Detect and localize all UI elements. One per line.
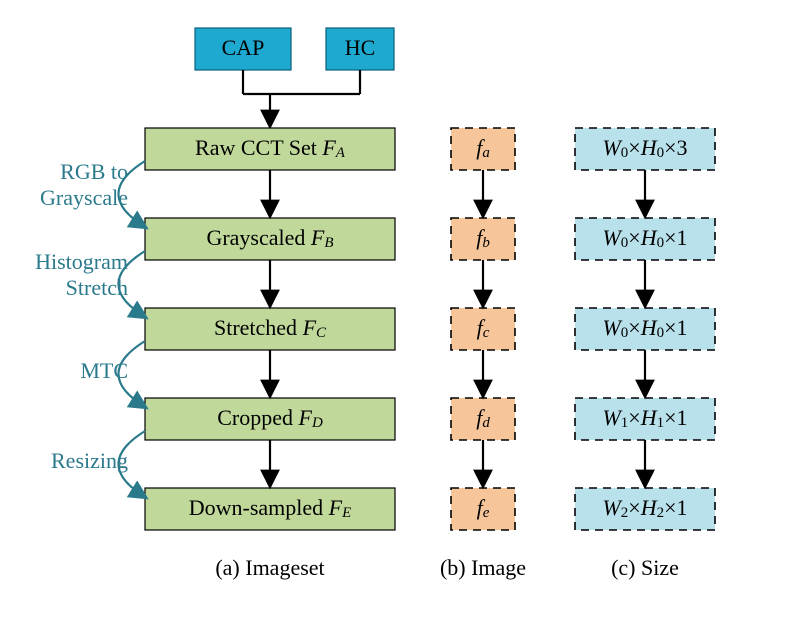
imageset-box-D-label: Cropped FD: [217, 405, 323, 431]
side-label-hist-line0: Histogram: [35, 249, 128, 274]
imageset-box-D: Cropped FD: [145, 398, 395, 440]
caption-capB: (b) Image: [440, 555, 526, 580]
image-box-e: fe: [451, 488, 515, 530]
size-box-s0-label: W0×H0×3: [602, 135, 687, 161]
caption-capA: (a) Imageset: [215, 555, 324, 580]
size-box-s0: W0×H0×3: [575, 128, 715, 170]
size-box-s2: W0×H0×1: [575, 308, 715, 350]
side-label-mtc-line0: MTC: [80, 358, 128, 383]
imageset-box-E-label: Down-sampled FE: [189, 495, 352, 521]
top-box-hc: HC: [326, 28, 394, 70]
imageset-box-A: Raw CCT Set FA: [145, 128, 395, 170]
top-box-cap: CAP: [195, 28, 291, 70]
side-label-rgb-line0: RGB to: [60, 159, 128, 184]
top-box-hc-label: HC: [345, 35, 376, 60]
image-box-d: fd: [451, 398, 515, 440]
size-box-s1-label: W0×H0×1: [602, 225, 687, 251]
size-box-s1: W0×H0×1: [575, 218, 715, 260]
imageset-box-A-label: Raw CCT Set FA: [195, 135, 346, 161]
size-box-s4: W2×H2×1: [575, 488, 715, 530]
side-label-hist-line1: Stretch: [66, 275, 128, 300]
diagram-canvas: CAP HC Raw CCT Set FA Grayscaled FB Stretche…: [0, 0, 800, 630]
top-box-cap-label: CAP: [222, 35, 265, 60]
image-box-b: fb: [451, 218, 515, 260]
size-box-s3: W1×H1×1: [575, 398, 715, 440]
size-box-s4-label: W2×H2×1: [602, 495, 687, 521]
side-label-rgb-line1: Grayscale: [40, 185, 128, 210]
size-box-s2-label: W0×H0×1: [602, 315, 687, 341]
image-box-c: fc: [451, 308, 515, 350]
imageset-box-C: Stretched FC: [145, 308, 395, 350]
imageset-box-B-label: Grayscaled FB: [206, 225, 333, 251]
size-box-s3-label: W1×H1×1: [602, 405, 687, 431]
imageset-box-B: Grayscaled FB: [145, 218, 395, 260]
imageset-box-C-label: Stretched FC: [214, 315, 327, 341]
caption-capC: (c) Size: [611, 555, 679, 580]
side-label-resize-line0: Resizing: [51, 448, 128, 473]
imageset-box-E: Down-sampled FE: [145, 488, 395, 530]
image-box-a: fa: [451, 128, 515, 170]
